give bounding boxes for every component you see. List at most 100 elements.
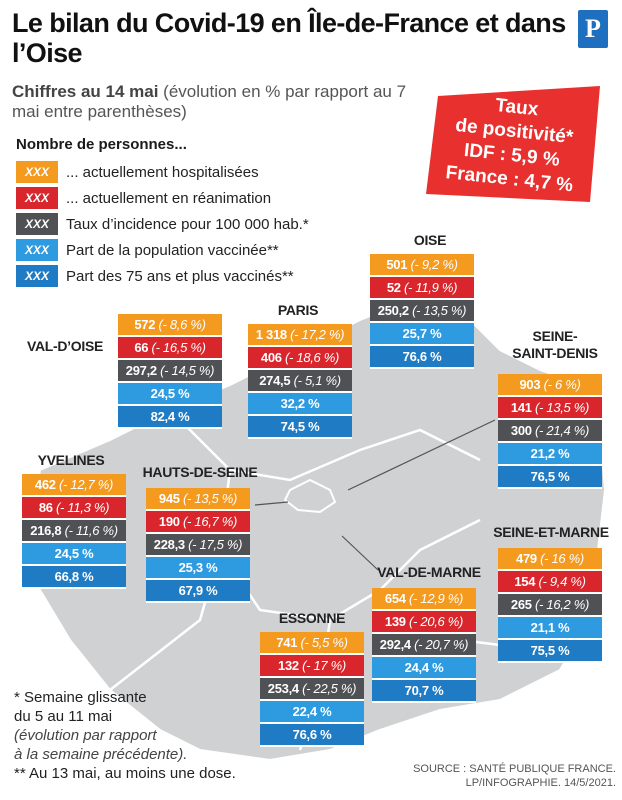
evolution-value: (- 22,5 %) bbox=[302, 681, 357, 696]
evolution-value: (- 20,7 %) bbox=[414, 637, 469, 652]
region-name-essonne: ESSONNE bbox=[278, 610, 346, 626]
leader-line-val-de-marne bbox=[341, 535, 379, 571]
cell-incidence: 253,4 (- 22,5 %) bbox=[260, 678, 364, 701]
evolution-value: (- 16,5 %) bbox=[151, 340, 206, 355]
count-value: 66 bbox=[134, 340, 149, 355]
legend-item-icu: XXX ... actuellement en réanimation bbox=[16, 186, 309, 210]
cell-vaccinated-75: 70,7 % bbox=[372, 680, 476, 703]
cell-incidence: 297,2 (- 14,5 %) bbox=[118, 360, 222, 383]
evolution-value: (- 9,4 %) bbox=[538, 574, 586, 589]
cell-vaccinated-75: 74,5 % bbox=[248, 416, 352, 439]
count-value: 265 bbox=[510, 597, 532, 612]
region-block-hauts-de-seine: 945 (- 13,5 %) 190 (- 16,7 %) 228,3 (- 1… bbox=[146, 488, 250, 603]
count-value: 572 bbox=[134, 317, 156, 332]
region-block-val-de-marne: 654 (- 12,9 %) 139 (- 20,6 %) 292,4 (- 2… bbox=[372, 588, 476, 703]
cell-vaccinated: 22,4 % bbox=[260, 701, 364, 724]
count-value: 741 bbox=[276, 635, 298, 650]
evolution-value: (- 9,2 %) bbox=[410, 257, 458, 272]
region-name-seine-saint-denis: SEINE- SAINT-DENIS bbox=[512, 328, 598, 361]
footnote-2: ** Au 13 mai, au moins une dose. bbox=[14, 765, 236, 782]
parisien-logo: P bbox=[578, 10, 608, 48]
leader-line-hauts-de-seine bbox=[254, 501, 289, 506]
cell-vaccinated: 21,2 % bbox=[498, 443, 602, 466]
leader-line-seine-saint-denis bbox=[347, 419, 496, 491]
count-value: 52 bbox=[386, 280, 401, 295]
evolution-value: (- 8,6 %) bbox=[158, 317, 206, 332]
region-block-essonne: 741 (- 5,5 %) 132 (- 17 %) 253,4 (- 22,5… bbox=[260, 632, 364, 747]
page-title: Le bilan du Covid-19 en Île-de-France et… bbox=[12, 8, 566, 68]
cell-vaccinated-75: 66,8 % bbox=[22, 566, 126, 589]
legend-item-hospitalised: XXX ... actuellement hospitalisées bbox=[16, 160, 309, 184]
count-value: 1 318 bbox=[255, 327, 287, 342]
count-value: 501 bbox=[386, 257, 408, 272]
count-value: 274,5 bbox=[259, 373, 291, 388]
cell-vaccinated: 32,2 % bbox=[248, 393, 352, 416]
source-credit: SOURCE : SANTÉ PUBLIQUE FRANCE. LP/INFOG… bbox=[380, 762, 616, 790]
count-value: 945 bbox=[158, 491, 180, 506]
cell-icu: 66 (- 16,5 %) bbox=[118, 337, 222, 360]
legend-item-vaccinated-75: XXX Part des 75 ans et plus vaccinés** bbox=[16, 264, 309, 288]
cell-vaccinated: 24,5 % bbox=[22, 543, 126, 566]
evolution-value: (- 11,3 %) bbox=[56, 500, 110, 515]
region-name-seine-et-marne: SEINE-ET-MARNE bbox=[493, 524, 609, 540]
count-value: 139 bbox=[384, 614, 406, 629]
region-name-oise: OISE bbox=[413, 232, 447, 248]
legend-swatch-blue: XXX bbox=[16, 239, 58, 261]
cell-incidence: 292,4 (- 20,7 %) bbox=[372, 634, 476, 657]
region-block-seine-saint-denis: 903 (- 6 %) 141 (- 13,5 %) 300 (- 21,4 %… bbox=[498, 374, 602, 489]
cell-vaccinated: 25,3 % bbox=[146, 557, 250, 580]
count-value: 903 bbox=[519, 377, 541, 392]
legend-label: Part de la population vaccinée** bbox=[66, 241, 279, 259]
region-block-val-d-oise: 572 (- 8,6 %) 66 (- 16,5 %) 297,2 (- 14,… bbox=[118, 314, 222, 429]
region-name-val-d-oise: VAL-D’OISE bbox=[26, 338, 104, 354]
cell-vaccinated-75: 82,4 % bbox=[118, 406, 222, 429]
count-value: 132 bbox=[278, 658, 299, 673]
legend: XXX ... actuellement hospitalisées XXX .… bbox=[16, 160, 309, 290]
legend-swatch-red: XXX bbox=[16, 187, 58, 209]
cell-hospitalised: 945 (- 13,5 %) bbox=[146, 488, 250, 511]
subtitle-date: Chiffres au 14 mai bbox=[12, 82, 159, 101]
region-block-seine-et-marne: 479 (- 16 %) 154 (- 9,4 %) 265 (- 16,2 %… bbox=[498, 548, 602, 663]
legend-title: Nombre de personnes... bbox=[16, 136, 187, 153]
positivity-seal-icon bbox=[426, 86, 600, 202]
region-block-paris: 1 318 (- 17,2 %) 406 (- 18,6 %) 274,5 (-… bbox=[248, 324, 352, 439]
footnote-1-previous: à la semaine précédente). bbox=[14, 746, 188, 763]
infographic-credit: LP/INFOGRAPHIE. 14/5/2021. bbox=[465, 777, 616, 789]
cell-hospitalised: 572 (- 8,6 %) bbox=[118, 314, 222, 337]
cell-hospitalised: 903 (- 6 %) bbox=[498, 374, 602, 397]
evolution-value: (- 16,7 %) bbox=[183, 514, 238, 529]
evolution-value: (- 17,2 %) bbox=[290, 327, 345, 342]
region-block-yvelines: 462 (- 12,7 %) 86 (- 11,3 %) 216,8 (- 11… bbox=[22, 474, 126, 589]
region-name-hauts-de-seine: HAUTS-DE-SEINE bbox=[142, 464, 258, 480]
cell-icu: 132 (- 17 %) bbox=[260, 655, 364, 678]
count-value: 228,3 bbox=[153, 537, 185, 552]
cell-incidence: 300 (- 21,4 %) bbox=[498, 420, 602, 443]
evolution-value: (- 18,6 %) bbox=[285, 350, 340, 365]
cell-incidence: 228,3 (- 17,5 %) bbox=[146, 534, 250, 557]
cell-hospitalised: 741 (- 5,5 %) bbox=[260, 632, 364, 655]
count-value: 292,4 bbox=[379, 637, 411, 652]
count-value: 216,8 bbox=[30, 523, 62, 538]
evolution-value: (- 16 %) bbox=[540, 551, 584, 566]
cell-incidence: 216,8 (- 11,6 %) bbox=[22, 520, 126, 543]
cell-vaccinated-75: 76,6 % bbox=[260, 724, 364, 747]
legend-swatch-dark-blue: XXX bbox=[16, 265, 58, 287]
legend-item-vaccinated: XXX Part de la population vaccinée** bbox=[16, 238, 309, 262]
positivity-text: Taux de positivité* IDF : 5,9 % France :… bbox=[433, 88, 592, 199]
region-name-val-de-marne: VAL-DE-MARNE bbox=[377, 564, 481, 580]
footnote-1: * Semaine glissante bbox=[14, 689, 147, 706]
count-value: 253,4 bbox=[267, 681, 299, 696]
evolution-value: (- 17,5 %) bbox=[188, 537, 243, 552]
source-line: SOURCE : SANTÉ PUBLIQUE FRANCE. bbox=[413, 763, 616, 775]
cell-hospitalised: 501 (- 9,2 %) bbox=[370, 254, 474, 277]
legend-item-incidence: XXX Taux d’incidence pour 100 000 hab.* bbox=[16, 212, 309, 236]
region-name-paris: PARIS bbox=[277, 302, 319, 318]
cell-icu: 139 (- 20,6 %) bbox=[372, 611, 476, 634]
count-value: 141 bbox=[510, 400, 532, 415]
count-value: 300 bbox=[510, 423, 532, 438]
subtitle: Chiffres au 14 mai (évolution en % par r… bbox=[12, 82, 422, 122]
cell-icu: 141 (- 13,5 %) bbox=[498, 397, 602, 420]
legend-swatch-grey: XXX bbox=[16, 213, 58, 235]
cell-hospitalised: 462 (- 12,7 %) bbox=[22, 474, 126, 497]
count-value: 190 bbox=[158, 514, 180, 529]
